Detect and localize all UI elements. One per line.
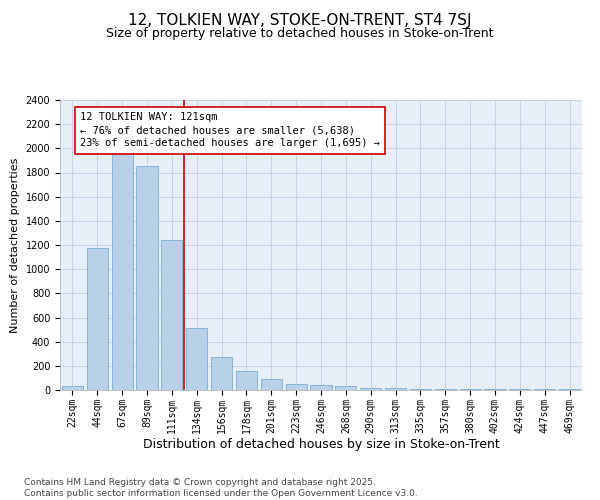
Bar bbox=[236, 372, 257, 390]
Text: 12 TOLKIEN WAY: 121sqm
← 76% of detached houses are smaller (5,638)
23% of semi-: 12 TOLKIEN WAY: 121sqm ← 76% of detached… bbox=[80, 112, 380, 148]
Bar bbox=[211, 358, 232, 390]
Text: 12, TOLKIEN WAY, STOKE-ON-TRENT, ST4 7SJ: 12, TOLKIEN WAY, STOKE-ON-TRENT, ST4 7SJ bbox=[128, 12, 472, 28]
Bar bbox=[87, 248, 108, 390]
Y-axis label: Number of detached properties: Number of detached properties bbox=[10, 158, 20, 332]
Bar bbox=[335, 386, 356, 390]
Bar bbox=[286, 384, 307, 390]
Bar bbox=[136, 166, 158, 390]
Bar bbox=[310, 385, 332, 390]
Bar bbox=[261, 379, 282, 390]
X-axis label: Distribution of detached houses by size in Stoke-on-Trent: Distribution of detached houses by size … bbox=[143, 438, 499, 452]
Bar bbox=[161, 240, 182, 390]
Bar bbox=[112, 152, 133, 390]
Bar bbox=[385, 388, 406, 390]
Bar bbox=[62, 386, 83, 390]
Bar bbox=[186, 328, 207, 390]
Bar bbox=[360, 388, 381, 390]
Text: Size of property relative to detached houses in Stoke-on-Trent: Size of property relative to detached ho… bbox=[106, 28, 494, 40]
Text: Contains HM Land Registry data © Crown copyright and database right 2025.
Contai: Contains HM Land Registry data © Crown c… bbox=[24, 478, 418, 498]
